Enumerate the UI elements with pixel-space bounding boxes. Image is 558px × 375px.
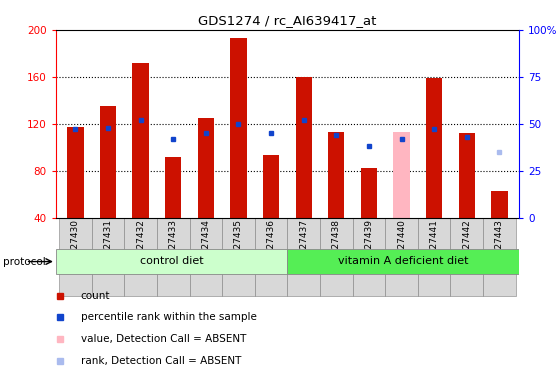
- Bar: [190, 217, 222, 296]
- Bar: [100, 106, 116, 218]
- Text: rank, Detection Call = ABSENT: rank, Detection Call = ABSENT: [80, 356, 241, 366]
- Bar: [491, 190, 508, 217]
- Bar: [124, 217, 157, 296]
- Bar: [353, 217, 385, 296]
- Bar: [222, 217, 255, 296]
- Bar: [361, 168, 377, 217]
- Bar: [59, 217, 92, 296]
- Bar: [198, 118, 214, 218]
- Text: count: count: [80, 291, 110, 301]
- FancyBboxPatch shape: [56, 249, 287, 274]
- Text: value, Detection Call = ABSENT: value, Detection Call = ABSENT: [80, 334, 246, 344]
- Bar: [320, 217, 353, 296]
- Bar: [92, 217, 124, 296]
- Bar: [393, 132, 410, 218]
- Bar: [157, 217, 190, 296]
- Bar: [263, 155, 279, 218]
- Text: protocol: protocol: [3, 257, 46, 267]
- Text: percentile rank within the sample: percentile rank within the sample: [80, 312, 257, 322]
- Bar: [459, 133, 475, 218]
- Bar: [255, 217, 287, 296]
- Text: vitamin A deficient diet: vitamin A deficient diet: [338, 256, 468, 266]
- Bar: [287, 217, 320, 296]
- Bar: [230, 38, 247, 218]
- FancyBboxPatch shape: [287, 249, 519, 274]
- Bar: [296, 77, 312, 218]
- Bar: [328, 132, 344, 218]
- Bar: [165, 157, 181, 218]
- Bar: [418, 217, 450, 296]
- Bar: [483, 217, 516, 296]
- Bar: [426, 78, 442, 218]
- Bar: [132, 63, 149, 217]
- Bar: [450, 217, 483, 296]
- Title: GDS1274 / rc_AI639417_at: GDS1274 / rc_AI639417_at: [198, 15, 377, 27]
- Bar: [67, 127, 84, 218]
- Bar: [385, 217, 418, 296]
- Text: control diet: control diet: [140, 256, 204, 266]
